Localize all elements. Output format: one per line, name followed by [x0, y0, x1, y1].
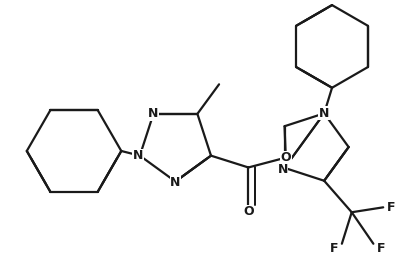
- Text: N: N: [133, 149, 143, 162]
- Text: F: F: [387, 201, 395, 214]
- Text: O: O: [280, 151, 291, 164]
- Text: O: O: [243, 205, 254, 218]
- Text: F: F: [377, 242, 386, 255]
- Text: N: N: [148, 107, 159, 120]
- Text: F: F: [330, 242, 338, 255]
- Text: N: N: [319, 107, 329, 120]
- Text: N: N: [277, 163, 288, 176]
- Text: N: N: [170, 176, 181, 189]
